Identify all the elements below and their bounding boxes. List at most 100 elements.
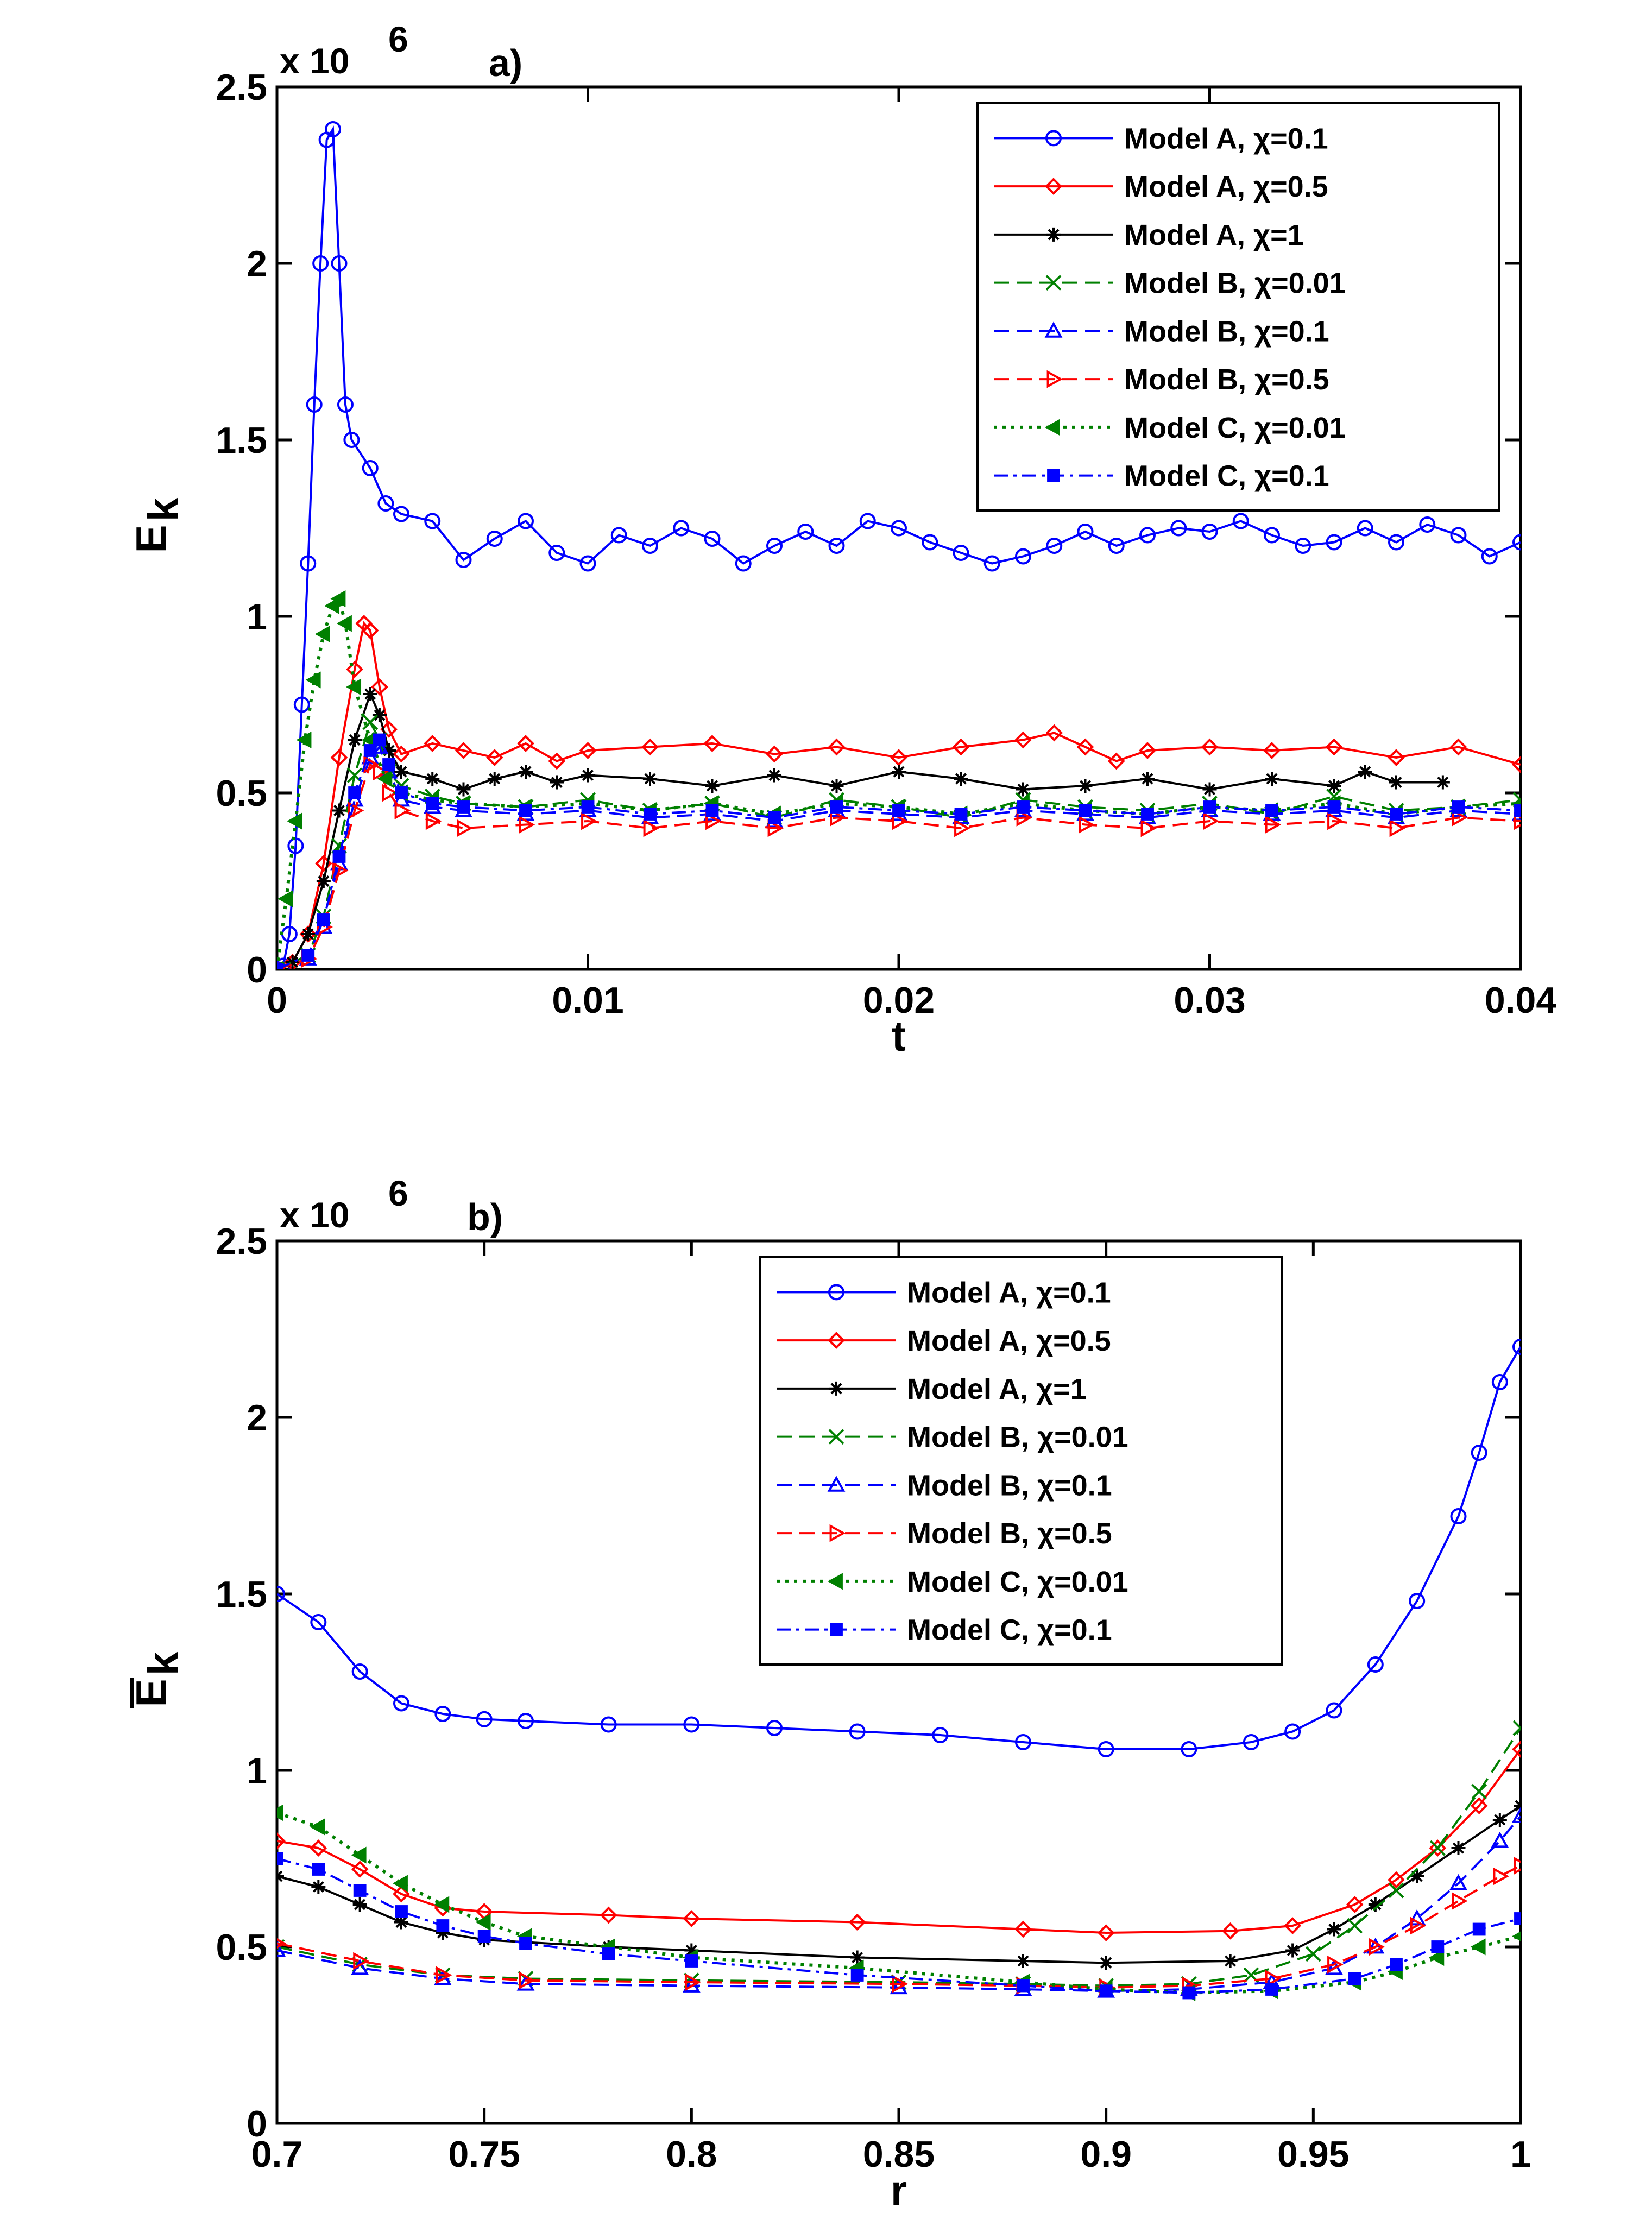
legend-marker (830, 1623, 843, 1636)
data-point (1449, 738, 1467, 756)
data-point (1284, 1723, 1301, 1740)
data-point (683, 1910, 701, 1927)
data-point (891, 520, 907, 537)
data-point (1492, 1813, 1507, 1827)
data-point (983, 555, 1000, 572)
legend-entry: Model B, χ=0.1 (907, 1469, 1112, 1502)
data-point (332, 803, 346, 818)
data-point (1076, 738, 1094, 756)
data-point (1046, 538, 1063, 554)
data-point (953, 545, 969, 561)
data-point (348, 786, 362, 799)
data-point (293, 696, 310, 713)
data-point (703, 735, 721, 752)
data-point (1451, 1841, 1466, 1855)
x-tick-label: 0.8 (666, 2134, 717, 2175)
y-tick-label: 0.5 (216, 773, 267, 814)
data-point (954, 772, 968, 786)
panel-b: 0.7 0.75 0.8 0.85 0.9 0.95 1 0 0.5 1 1.5 2 2.5 x 10 6 b… (127, 1173, 1531, 2213)
data-point (310, 1839, 327, 1857)
data-point (1390, 808, 1403, 821)
data-point (1015, 548, 1031, 565)
legend-marker (1047, 469, 1060, 482)
data-point (519, 765, 533, 779)
data-point (767, 819, 784, 837)
legend-marker (1045, 178, 1062, 195)
y-tick-label: 2.5 (216, 1221, 267, 1262)
data-point (1512, 534, 1521, 551)
series-6 (277, 1804, 1521, 2002)
data-point (1265, 772, 1279, 786)
data-point (382, 743, 396, 758)
data-point (455, 742, 472, 759)
data-point (455, 552, 472, 568)
data-point (373, 733, 386, 747)
data-point (296, 731, 312, 749)
legend-entry: Model B, χ=0.01 (1124, 267, 1346, 300)
data-point (1410, 1916, 1427, 1935)
data-point (1368, 1897, 1383, 1912)
data-point (518, 1713, 534, 1729)
data-point (704, 531, 721, 547)
data-point (1170, 520, 1187, 537)
data-point (314, 625, 330, 643)
data-point (346, 678, 362, 696)
data-point (1107, 752, 1125, 770)
data-point (277, 1586, 285, 1602)
data-point (337, 396, 354, 413)
y-axis-label: Ek (127, 497, 187, 553)
data-point (797, 524, 814, 540)
data-point (277, 1804, 283, 1821)
data-point (684, 1973, 701, 1991)
data-point (487, 772, 502, 786)
data-point (1388, 749, 1405, 766)
data-point (828, 738, 846, 756)
data-point (1512, 1339, 1521, 1355)
series-2 (277, 1799, 1521, 1970)
y-axis-label-main: E (127, 1679, 175, 1707)
data-point (434, 1706, 451, 1722)
series-1 (277, 1741, 1521, 1941)
data-point (1512, 756, 1521, 773)
data-point (351, 1846, 367, 1864)
series-area (277, 1339, 1521, 2002)
data-point (850, 1969, 864, 1982)
data-point (1327, 1922, 1341, 1937)
y-axis-label-subscript: k (139, 497, 187, 521)
x-tick-label: 0.02 (863, 980, 935, 1021)
data-point (600, 1906, 617, 1924)
data-point (1305, 1946, 1321, 1962)
data-point (1181, 1741, 1197, 1757)
legend-entry: Model B, χ=0.1 (1124, 315, 1329, 348)
x-tick-label: 0.7 (251, 2134, 303, 2175)
data-point (1264, 527, 1280, 544)
data-point (610, 527, 627, 544)
data-point (363, 687, 377, 701)
y-tick-label: 0 (247, 2103, 267, 2145)
data-point (1429, 1839, 1447, 1857)
data-point (351, 1861, 369, 1878)
data-point (1327, 779, 1341, 793)
data-point (922, 534, 938, 551)
data-point (519, 804, 532, 817)
data-point (548, 752, 566, 770)
legend-entry: Model A, χ=1 (907, 1373, 1087, 1405)
data-point (300, 555, 317, 572)
series-7 (277, 733, 1521, 969)
data-point (457, 819, 473, 837)
legend-entry: Model B, χ=0.5 (1124, 363, 1329, 396)
data-point (362, 714, 379, 730)
data-point (346, 660, 363, 678)
data-point (362, 460, 379, 476)
data-point (330, 749, 348, 766)
data-point (317, 913, 330, 926)
data-point (1358, 765, 1372, 779)
data-point (395, 786, 408, 799)
legend-marker (1046, 370, 1063, 388)
y-tick-label: 2.5 (216, 67, 267, 108)
data-point (892, 804, 905, 817)
legend-marker (1046, 227, 1061, 242)
data-point (1388, 1871, 1405, 1889)
legend-marker (1044, 419, 1060, 436)
